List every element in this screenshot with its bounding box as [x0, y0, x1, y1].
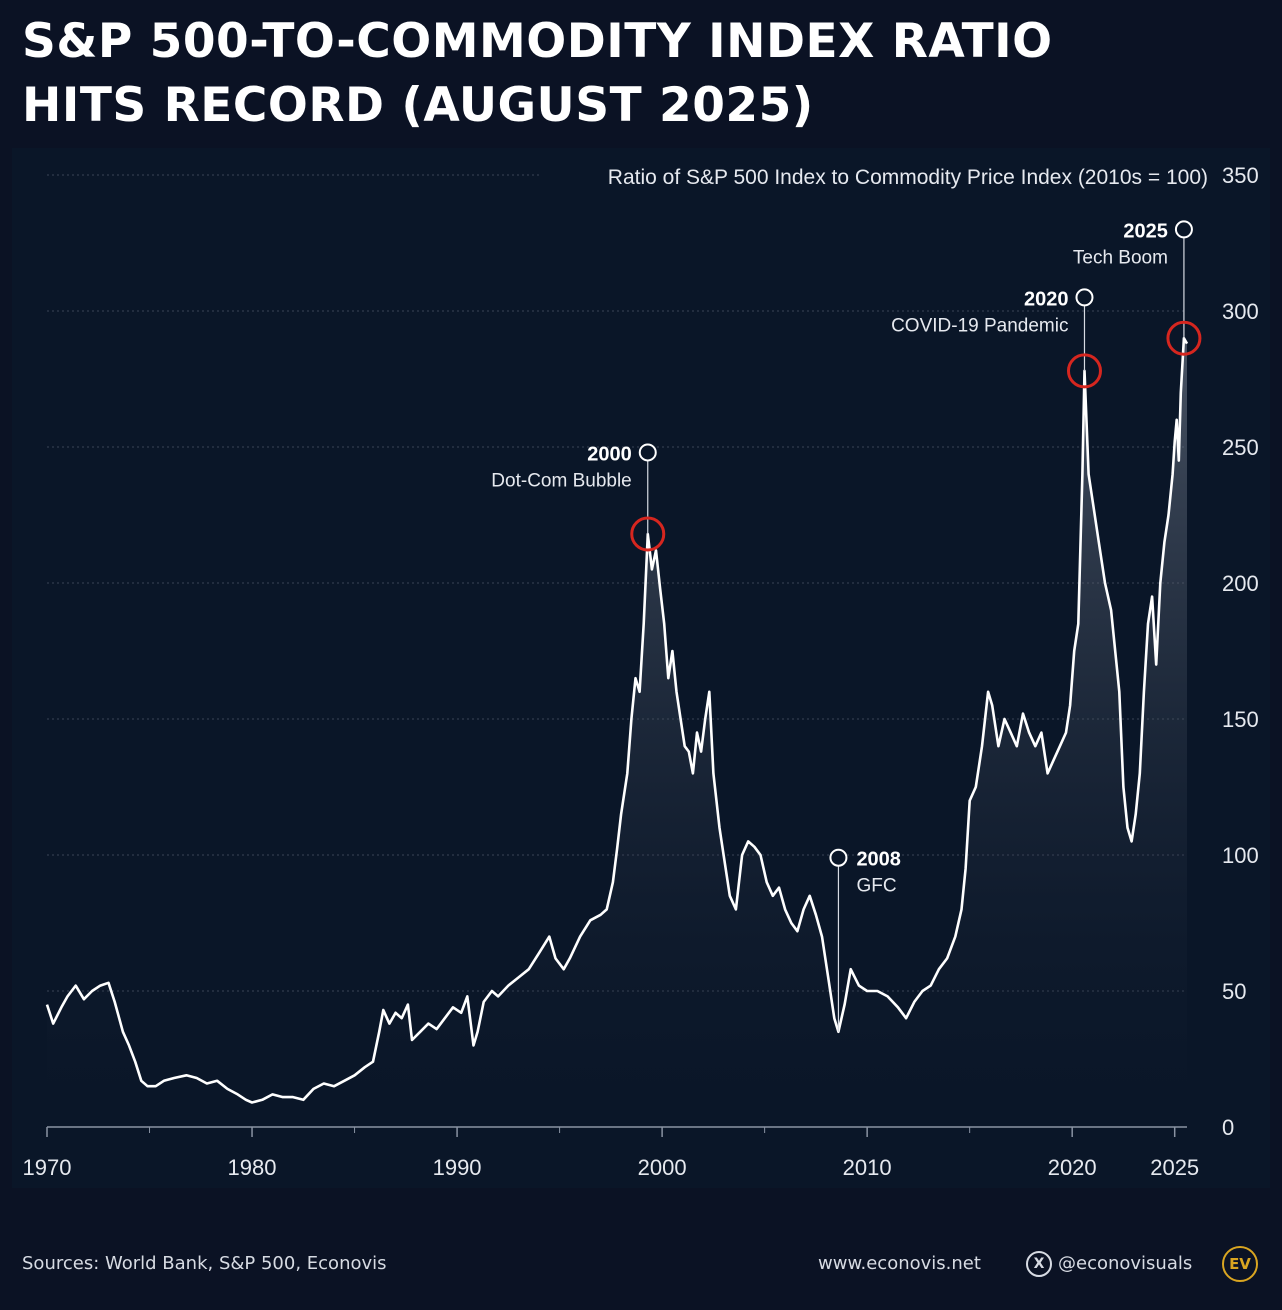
axes: 0 50 100 150 200 250 300 350 1970 1980 1990 2000 201…: [23, 163, 1259, 1180]
gridlines: [47, 174, 1187, 992]
annotation-label: GFC: [856, 876, 896, 897]
annotation-marker: [829, 848, 848, 867]
page-title: S&P 500-TO-COMMODITY INDEX RATIO HITS RE…: [22, 10, 1122, 138]
x-tick-label: 1980: [228, 1155, 277, 1180]
series-line: [45, 336, 1189, 1104]
chart-panel: 0 50 100 150 200 250 300 350 1970 1980 1990 2000 201…: [12, 148, 1270, 1188]
y-tick-label: 100: [1222, 843, 1259, 868]
area-fill: [47, 338, 1187, 1127]
y-tick-label: 300: [1222, 299, 1259, 324]
chart-svg: 0 50 100 150 200 250 300 350 1970 1980 1990 2000 201…: [23, 160, 1259, 1180]
sources-text: Sources: World Bank, S&P 500, Econovis: [22, 1253, 387, 1274]
annotation-year: 2008: [856, 849, 901, 871]
y-tick-label: 350: [1222, 163, 1259, 188]
y-tick-label: 150: [1222, 707, 1259, 732]
x-tick-label: 2010: [843, 1155, 892, 1180]
annotation-label: Dot-Com Bubble: [491, 470, 631, 491]
social-link[interactable]: X @econovisuals: [1026, 1250, 1192, 1278]
series-line-group: [45, 336, 1189, 1104]
x-tick-label: 1970: [23, 1155, 72, 1180]
x-tick-label: 1990: [433, 1155, 482, 1180]
peak-highlight-circle: [1066, 353, 1102, 389]
y-tick-label: 0: [1222, 1115, 1234, 1140]
annotation-year: 2020: [1024, 288, 1069, 310]
social-handle: @econovisuals: [1058, 1253, 1193, 1274]
title-line-1: S&P 500-TO-COMMODITY INDEX RATIO: [22, 14, 1053, 69]
annotation-marker: [638, 443, 657, 462]
x-icon: X: [1026, 1251, 1052, 1277]
annotation-marker: [1174, 220, 1193, 239]
annotations: 2000 Dot-Com Bubble 2008 GFC 2020 COVID-19 Pa…: [491, 220, 1202, 1032]
annotation-label: COVID-19 Pandemic: [891, 315, 1068, 336]
x-tick-label: 2000: [638, 1155, 687, 1180]
annotation-label: Tech Boom: [1073, 247, 1168, 268]
y-tick-label: 250: [1222, 435, 1259, 460]
chart-subtitle-group: Ratio of S&P 500 Index to Commodity Pric…: [540, 160, 1216, 190]
title-line-2: HITS RECORD (AUGUST 2025): [22, 78, 814, 133]
y-tick-label: 200: [1222, 571, 1259, 596]
subtitle-backdrop: [540, 160, 1216, 190]
peak-highlight-circle: [1166, 320, 1202, 356]
x-tick-label: 2025: [1150, 1155, 1199, 1180]
website-link[interactable]: www.econovis.net: [818, 1253, 981, 1274]
annotation-year: 2000: [587, 443, 632, 465]
chart-subtitle: Ratio of S&P 500 Index to Commodity Pric…: [608, 166, 1208, 189]
ev-logo: EV: [1222, 1246, 1258, 1282]
annotation-marker: [1075, 288, 1094, 307]
y-tick-label: 50: [1222, 979, 1246, 1004]
area-fill-group: [47, 338, 1187, 1127]
x-tick-label: 2020: [1048, 1155, 1097, 1180]
peak-highlight-circle: [630, 516, 666, 552]
annotation-year: 2025: [1123, 220, 1168, 242]
